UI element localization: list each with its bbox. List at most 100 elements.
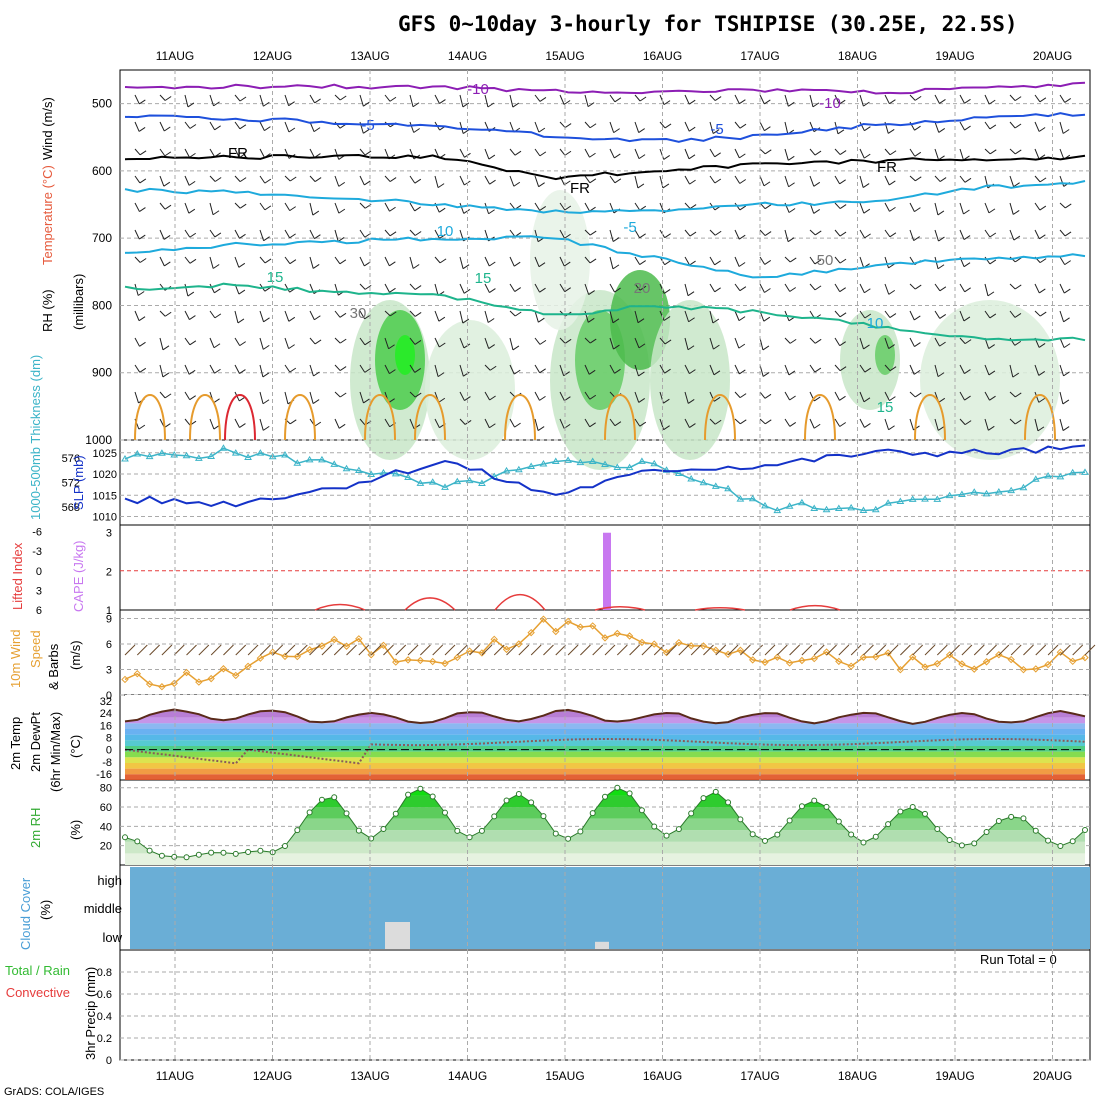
wind10-marker <box>552 627 560 636</box>
wind-barb-flag <box>1062 399 1070 405</box>
rh-marker <box>700 795 707 802</box>
wind-barb-flag <box>939 341 946 347</box>
wind-barb-flag <box>164 96 172 101</box>
rh-axis-titles: 2m RH (%) <box>28 808 83 848</box>
wind-barb <box>534 283 540 293</box>
wind10-marker <box>379 641 388 649</box>
wind-barb <box>734 229 740 240</box>
wind-barb <box>234 148 240 158</box>
wind-barb-flag <box>1014 284 1022 290</box>
wind-barb-flag <box>764 419 772 425</box>
thickness-marker <box>133 449 142 457</box>
temp-tick-0: 0 <box>106 745 112 757</box>
wind10-barb <box>173 644 185 656</box>
isotherm-label-15: 15 <box>267 269 284 286</box>
wind-barb-flag <box>763 181 771 187</box>
rh-marker <box>1069 838 1076 845</box>
wind-barb <box>409 283 416 290</box>
wind-barb-flag <box>339 95 347 101</box>
li-curve <box>494 594 546 611</box>
wind-barb-flag <box>914 342 921 347</box>
wind-barb <box>134 364 141 373</box>
wind-barb-flag <box>338 208 346 214</box>
wind-barb <box>784 337 791 344</box>
wind-barb <box>209 364 215 374</box>
wind-barb-flag <box>488 344 495 349</box>
wind-barb <box>484 310 489 323</box>
top-date-15AUG: 15AUG <box>545 49 584 63</box>
wind-barb <box>634 148 640 159</box>
wind-barb-flag <box>988 370 996 376</box>
rh-marker <box>220 849 227 856</box>
wind-barb-flag <box>513 369 521 375</box>
wind-barb-flag <box>889 150 897 156</box>
wind-barb <box>459 310 464 324</box>
wind-barb-flag <box>939 99 946 104</box>
rh2m-axis-title-2: (%) <box>68 820 83 840</box>
warm-loop <box>704 394 736 441</box>
wind-barb-flag <box>214 368 221 374</box>
wind-barb <box>859 310 866 319</box>
wind-barb <box>259 148 265 158</box>
wind-barb <box>784 418 791 427</box>
isotherm-label--5: -5 <box>361 117 374 134</box>
wind-barb <box>284 283 290 293</box>
wind-barb-flag <box>1039 258 1047 264</box>
wind-barb-flag <box>1064 98 1072 103</box>
wind-barb-flag <box>889 232 897 238</box>
wind-barb <box>684 175 691 185</box>
precip-panel-frame <box>119 949 1091 1061</box>
wind10-marker <box>256 654 265 662</box>
wind-barb <box>459 391 465 401</box>
wind-barb <box>659 121 666 129</box>
wind-barb-flag <box>389 231 397 237</box>
wind-barb-flag <box>987 291 995 297</box>
isotherm-label-15: 15 <box>877 399 894 416</box>
wind-barb-flag <box>713 344 720 350</box>
wind10-barb <box>641 644 653 656</box>
wind-barb <box>1034 148 1040 159</box>
wind-barb-flag <box>964 395 971 401</box>
wind-barb-flag <box>762 345 770 351</box>
wind-barb-flag <box>189 232 197 238</box>
wind10-barb <box>284 644 296 656</box>
thickness-marker <box>748 494 757 502</box>
thickness-marker <box>871 505 880 513</box>
wind-barb-flag <box>538 127 546 133</box>
wind-barb <box>259 310 265 322</box>
wind-barb-flag <box>739 286 747 292</box>
thickness-marker <box>847 503 856 511</box>
wind-barb-flag <box>137 291 145 296</box>
wind-barb-flag <box>263 236 270 242</box>
wind-barb <box>1009 202 1014 215</box>
wind-barb-flag <box>914 95 922 101</box>
wind-barb <box>209 337 215 348</box>
wind-barb-flag <box>289 419 297 425</box>
wind-barb <box>684 364 690 374</box>
wind-barb <box>309 148 315 158</box>
wind-barb <box>259 364 264 378</box>
isotherm--10 <box>124 81 1086 95</box>
wind10-barb <box>518 644 530 656</box>
rh-marker <box>602 793 608 800</box>
wind-barb <box>759 229 766 236</box>
wind-barb-flag <box>339 312 347 318</box>
wind-barb <box>584 391 591 400</box>
wind-barb-flag <box>239 341 246 347</box>
wind-barb-flag <box>863 344 870 350</box>
wind-barb <box>534 148 541 157</box>
wind-barb <box>984 94 990 105</box>
wind-barb <box>1059 121 1064 134</box>
wind-barb-flag <box>963 262 971 268</box>
wind-barb-flag <box>1038 397 1046 403</box>
rh-marker <box>183 854 190 861</box>
wind-barb-flag <box>663 316 671 321</box>
wind-barb <box>984 202 990 214</box>
wind-barb <box>284 94 290 106</box>
wind-barb <box>1059 283 1065 294</box>
wind-barb-flag <box>263 317 270 323</box>
wind-barb-flag <box>289 233 296 239</box>
rh-marker <box>614 784 621 791</box>
wind-barb-flag <box>1014 392 1022 398</box>
wind-barb <box>709 337 714 350</box>
